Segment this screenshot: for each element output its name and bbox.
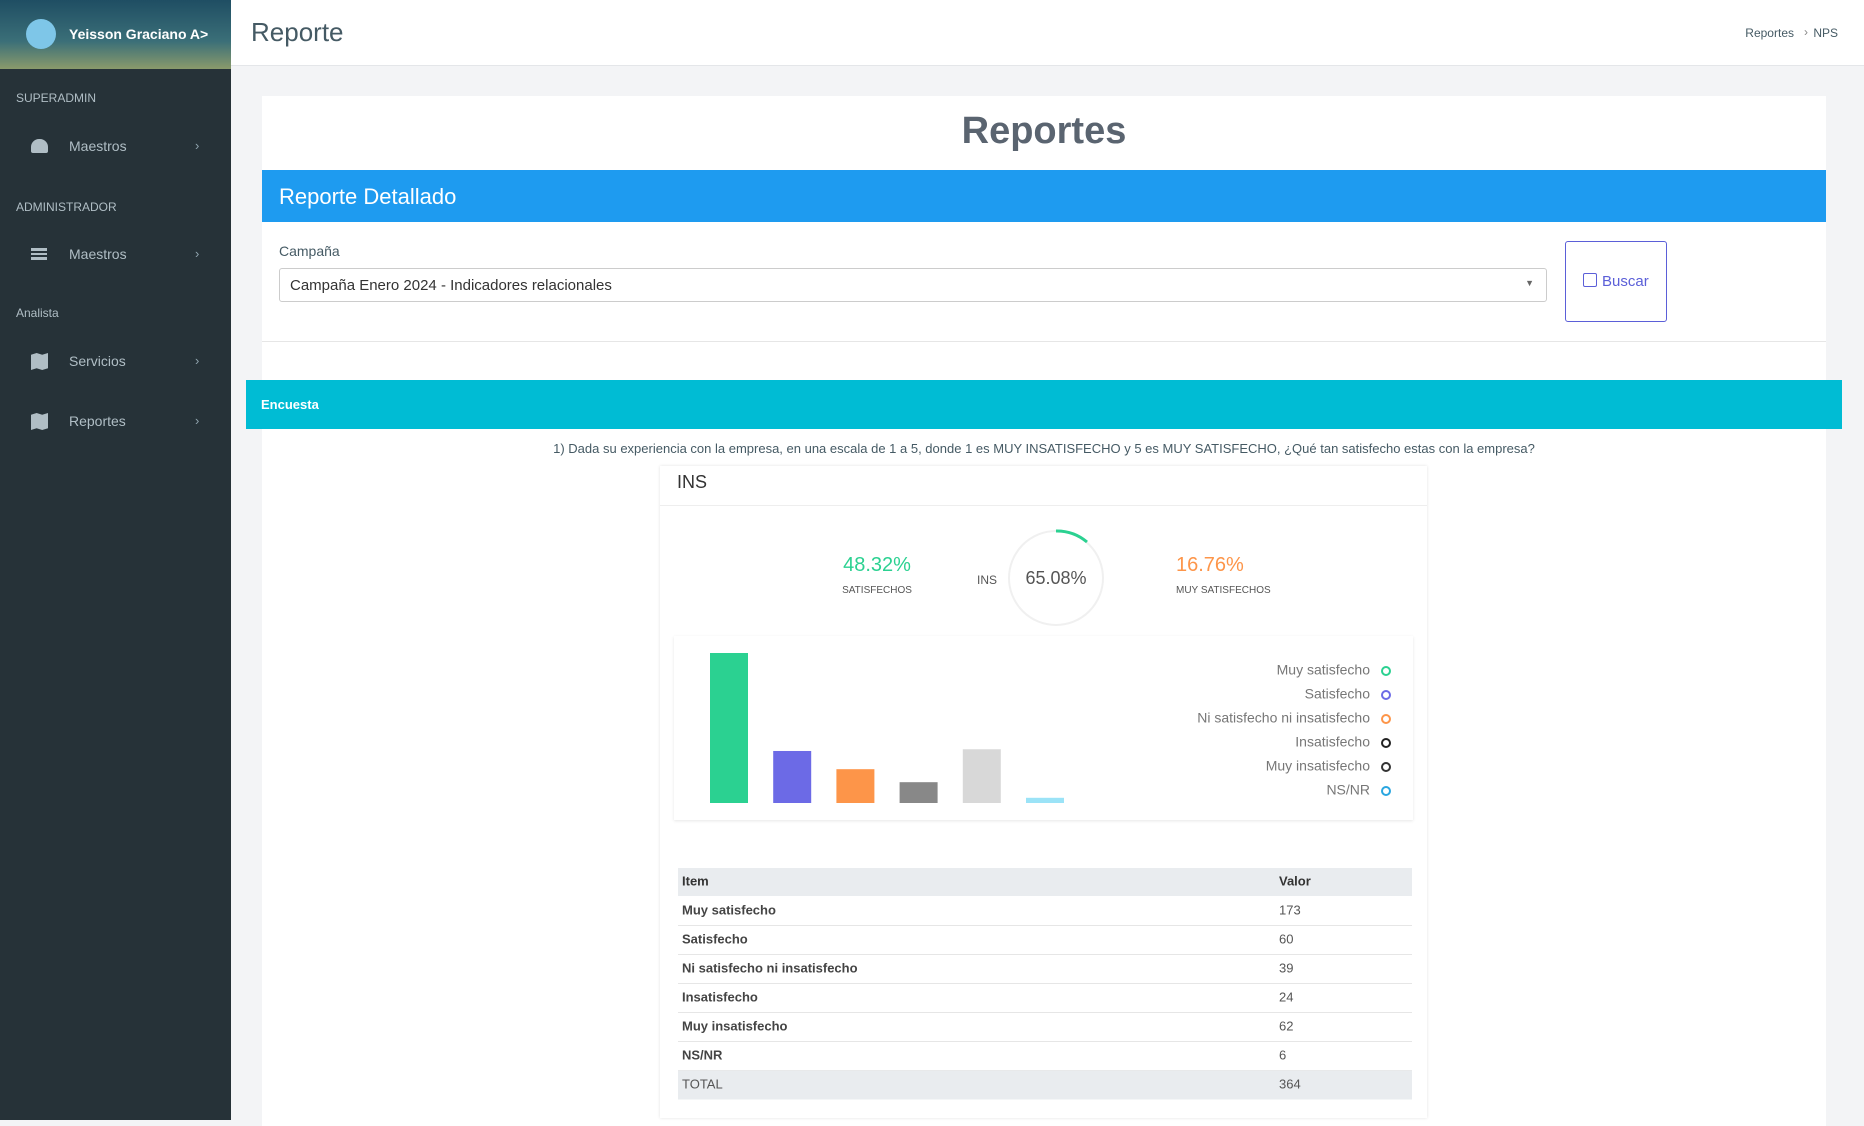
section-title: SUPERADMIN	[16, 91, 97, 105]
select[interactable]: Campaña Enero 2024 - Indicadores relacio…	[279, 268, 1547, 302]
chevron: ›	[195, 246, 200, 261]
legend-marker	[1381, 738, 1391, 748]
bar-chart: Muy satisfecho Satisfecho Ni satisfecho ni…	[710, 653, 1391, 803]
top-bar: Reporte Reportes › NPS	[231, 0, 1864, 66]
legend-marker	[1381, 786, 1391, 796]
survey-header: Encuesta	[246, 380, 1842, 429]
card-title: Reportes	[961, 110, 1127, 152]
select-arrow: ▼	[1525, 278, 1534, 288]
item-cell: Ni satisfecho ni insatisfecho	[682, 960, 858, 975]
value-cell: 39	[1279, 960, 1293, 975]
legend-marker	[1381, 714, 1391, 724]
value-cell: 60	[1279, 931, 1293, 946]
divider	[262, 341, 1826, 342]
button-label: Buscar	[1602, 273, 1649, 290]
item-cell: Muy satisfecho	[682, 902, 776, 917]
panel-title: Reporte Detallado	[279, 184, 457, 209]
legend-label: Insatisfecho	[1295, 734, 1370, 750]
bar	[1026, 797, 1064, 803]
gauge-arc	[1055, 529, 1088, 544]
survey-title: Encuesta	[261, 397, 319, 412]
total-value: 364	[1279, 1076, 1301, 1091]
section-title: ADMINISTRADOR	[16, 200, 117, 214]
box-title: INS	[677, 472, 708, 492]
section-title: Analista	[16, 306, 59, 320]
total-label: TOTAL	[682, 1076, 723, 1091]
search-button[interactable]: Buscar	[1565, 241, 1667, 322]
legend-marker	[1381, 690, 1391, 700]
header-cell: Item	[682, 873, 709, 888]
legend-marker	[1381, 762, 1391, 772]
gauge-value: 65.08%	[1025, 568, 1087, 588]
bar	[773, 750, 812, 803]
bar	[836, 769, 875, 803]
legend-label: Muy insatisfecho	[1266, 758, 1370, 774]
item-cell: NS/NR	[682, 1047, 723, 1062]
menu-item[interactable]: Maestros	[69, 138, 127, 154]
breadcrumb-item: NPS	[1813, 26, 1838, 40]
breadcrumb-sep: ›	[1804, 25, 1808, 39]
question: 1) Dada su experiencia con la empresa, e…	[553, 441, 1535, 456]
item-cell: Insatisfecho	[682, 989, 758, 1004]
select-value: Campaña Enero 2024 - Indicadores relacio…	[290, 277, 612, 294]
chevron: ›	[195, 138, 200, 153]
value-cell: 24	[1279, 989, 1293, 1004]
bar	[962, 749, 1001, 803]
menu-item[interactable]: Reportes	[69, 413, 126, 429]
divider	[660, 505, 1427, 506]
value-cell: 6	[1279, 1047, 1286, 1062]
panel-header: Reporte Detallado	[262, 170, 1826, 222]
item-cell: Satisfecho	[682, 931, 748, 946]
bar	[899, 782, 938, 803]
menu-item[interactable]: Servicios	[69, 353, 126, 369]
gauge-ring	[1008, 530, 1104, 626]
avatar	[26, 19, 56, 49]
legend-marker	[1381, 666, 1391, 676]
breadcrumb-item[interactable]: Reportes	[1745, 26, 1794, 40]
item-cell: Muy insatisfecho	[682, 1018, 788, 1033]
stat-value: 48.32%	[843, 554, 911, 576]
stat-label: MUY SATISFECHOS	[1176, 585, 1271, 596]
header-cell: Valor	[1279, 873, 1311, 888]
value-cell: 173	[1279, 902, 1301, 917]
user-banner[interactable]: Yeisson Graciano A>	[0, 0, 231, 69]
stat-label: SATISFECHOS	[842, 585, 912, 596]
gauge	[1008, 529, 1104, 626]
legend-label: Satisfecho	[1305, 686, 1371, 702]
icon	[31, 353, 48, 370]
stat-label: INS	[977, 573, 998, 587]
total-row	[678, 1070, 1412, 1100]
menu-item[interactable]: Maestros	[69, 246, 127, 262]
bar	[710, 653, 748, 803]
icon	[31, 139, 48, 153]
sidebar	[0, 0, 231, 1120]
legend-label: Ni satisfecho ni insatisfecho	[1197, 710, 1370, 726]
icon	[31, 413, 48, 430]
value-cell: 62	[1279, 1018, 1293, 1033]
chevron: ›	[195, 413, 200, 428]
user-name: Yeisson Graciano A>	[69, 26, 209, 42]
stat-value: 16.76%	[1176, 554, 1244, 576]
legend-label: NS/NR	[1326, 782, 1370, 798]
button-icon	[1583, 273, 1597, 287]
field-label: Campaña	[279, 243, 340, 259]
icon	[31, 248, 47, 260]
legend-label: Muy satisfecho	[1277, 662, 1371, 678]
page-title: Reporte	[251, 17, 344, 47]
table-header	[678, 868, 1412, 896]
chevron: ›	[195, 353, 200, 368]
table: Item Valor Muy satisfecho 173 Satisfecho 60 Ni…	[678, 868, 1412, 1100]
